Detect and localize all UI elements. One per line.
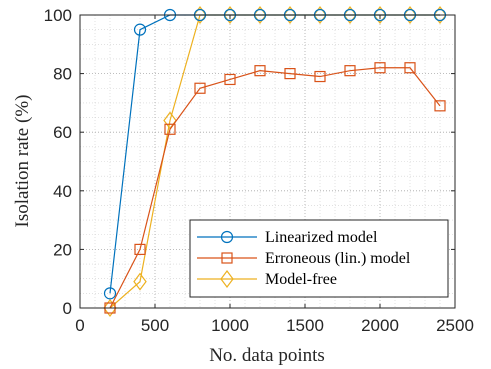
x-tick-label: 0: [75, 316, 84, 335]
tick-labels: 0 500 1000 1500 2000 2500 0 20 40 60 80 100: [44, 6, 474, 335]
plot-frame: [79, 14, 456, 309]
series-erroneous-lin-model: [104, 62, 446, 314]
data-point-erroneous-lin-model: [404, 62, 416, 74]
legend-marker-model-free: [220, 270, 234, 288]
data-point-model-free: [223, 6, 237, 24]
x-axis-label: No. data points: [209, 345, 325, 366]
axis-ticks: [79, 14, 456, 309]
x-tick-label: 1000: [211, 316, 249, 335]
data-point-model-free: [283, 6, 297, 24]
y-axis-label: Isolation rate (%): [12, 95, 33, 228]
legend-items: Linearized model Erroneous (lin.) model Mo…: [197, 229, 411, 288]
legend: Linearized model Erroneous (lin.) model Mo…: [189, 219, 449, 298]
legend-marker-erroneous-lin-model: [221, 252, 233, 264]
y-tick-label: 40: [53, 182, 72, 201]
data-point-erroneous-lin-model: [374, 62, 386, 74]
data-point-linearized-model: [133, 23, 147, 36]
data-point-model-free: [253, 6, 267, 24]
legend-marker-linearized-model: [220, 230, 234, 244]
data-point-model-free: [403, 6, 417, 24]
data-point-model-free: [433, 6, 447, 24]
data-point-model-free: [193, 6, 207, 24]
data-point-model-free: [103, 299, 117, 317]
y-tick-label: 100: [44, 6, 72, 25]
x-tick-label: 2500: [436, 316, 474, 335]
x-tick-label: 500: [141, 316, 169, 335]
x-tick-label: 1500: [286, 316, 324, 335]
data-point-erroneous-lin-model: [314, 70, 326, 83]
data-point-erroneous-lin-model: [254, 65, 266, 77]
data-point-erroneous-lin-model: [134, 243, 146, 255]
y-tick-label: 60: [53, 123, 72, 142]
data-point-erroneous-lin-model: [344, 65, 356, 77]
data-point-erroneous-lin-model: [434, 100, 446, 112]
data-point-model-free: [373, 6, 387, 24]
data-point-model-free: [313, 6, 327, 24]
y-tick-label: 0: [63, 299, 72, 318]
legend-label-model-free: Model-free: [265, 271, 337, 288]
data-point-erroneous-lin-model: [164, 123, 176, 135]
x-tick-label: 2000: [361, 316, 399, 335]
data-point-erroneous-lin-model: [284, 67, 296, 80]
legend-label-erroneous-lin-model: Erroneous (lin.) model: [265, 250, 411, 267]
data-point-erroneous-lin-model: [224, 73, 236, 86]
data-point-linearized-model: [103, 287, 117, 300]
legend-label-linearized-model: Linearized model: [265, 229, 378, 246]
y-tick-label: 80: [53, 65, 72, 84]
data-point-model-free: [343, 6, 357, 24]
y-tick-label: 20: [53, 240, 72, 259]
data-point-model-free: [133, 272, 147, 291]
data-point-erroneous-lin-model: [194, 82, 206, 94]
